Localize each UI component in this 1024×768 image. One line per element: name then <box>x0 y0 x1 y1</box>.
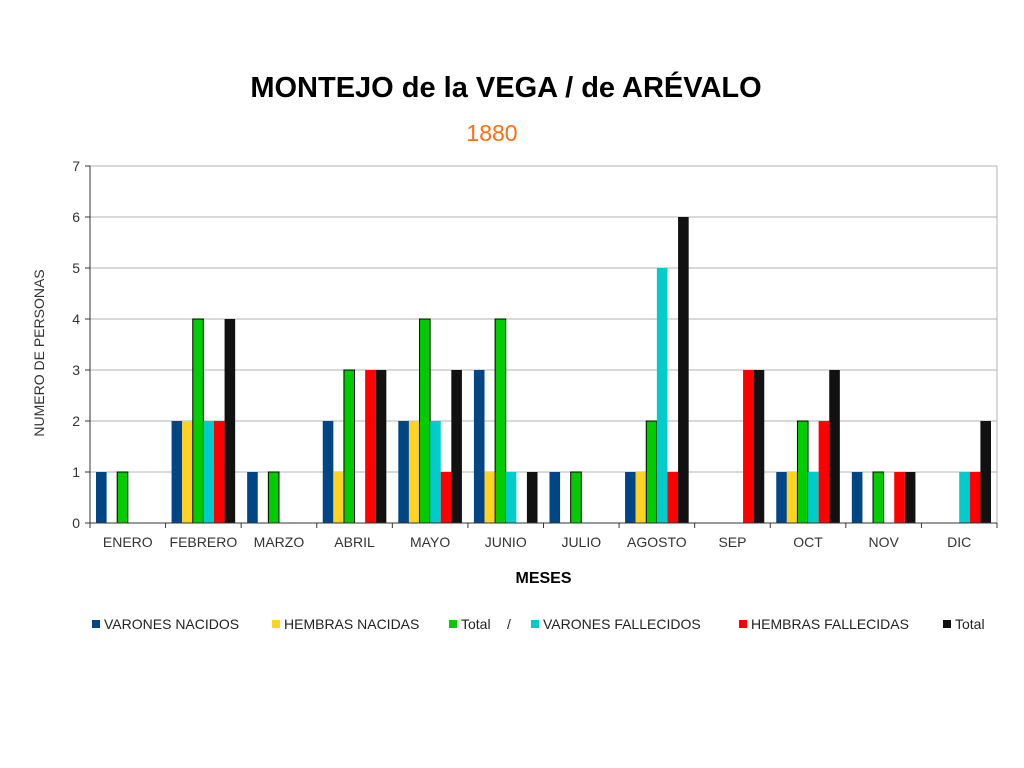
bar-2-2 <box>267 471 280 524</box>
legend-label: VARONES NACIDOS <box>104 616 240 632</box>
chart-title: MONTEJO de la VEGA / de ARÉVALO <box>250 72 762 104</box>
bar-1-9 <box>786 472 798 523</box>
bar-1-4 <box>408 421 420 523</box>
legend-label: Total <box>955 616 985 632</box>
y-tick-label: 0 <box>72 515 80 531</box>
bar-2-7 <box>645 420 658 524</box>
bar-1-3 <box>333 472 344 523</box>
x-tick-label: AGOSTO <box>627 534 687 550</box>
bar-2-1 <box>192 318 204 524</box>
x-tick-label: MARZO <box>254 534 305 550</box>
legend-swatch <box>92 620 100 628</box>
legend-label: Total <box>461 616 491 632</box>
x-tick-label: DIC <box>947 534 971 550</box>
y-tick-label: 5 <box>72 260 80 276</box>
bar-3-1 <box>203 421 214 523</box>
bar-5-9 <box>829 370 840 523</box>
x-tick-label: JULIO <box>561 534 601 550</box>
legend-label: HEMBRAS FALLECIDAS <box>751 616 909 632</box>
bar-1-7 <box>635 472 647 523</box>
bar-4-4 <box>440 472 452 523</box>
bar-5-8 <box>753 370 765 523</box>
x-tick-label: FEBRERO <box>170 534 238 550</box>
bar-3-5 <box>505 472 517 523</box>
bar-2-0 <box>116 471 129 524</box>
legend-swatch <box>272 620 280 628</box>
legend-label: VARONES FALLECIDOS <box>543 616 701 632</box>
y-tick-label: 4 <box>72 311 80 327</box>
x-tick-label: ENERO <box>103 534 153 550</box>
bar-4-3 <box>365 370 376 523</box>
legend-separator: / <box>507 616 511 632</box>
bar-0-10 <box>851 472 863 523</box>
legend-swatch <box>739 620 747 628</box>
bar-2-9 <box>796 420 809 524</box>
bar-0-1 <box>171 421 183 523</box>
bar-5-11 <box>980 421 992 523</box>
bar-5-10 <box>904 472 916 523</box>
bar-3-7 <box>656 268 668 523</box>
bar-1-1 <box>182 421 193 523</box>
y-tick-label: 2 <box>72 413 80 429</box>
y-tick-label: 3 <box>72 362 80 378</box>
bar-2-4 <box>419 318 431 524</box>
bar-4-1 <box>213 421 225 523</box>
x-tick-label: SEP <box>718 534 746 550</box>
x-tick-label: JUNIO <box>485 534 527 550</box>
legend-swatch <box>531 620 539 628</box>
bar-2-10 <box>872 471 885 524</box>
bar-4-8 <box>743 370 754 523</box>
bar-3-4 <box>430 421 441 523</box>
bar-3-9 <box>808 472 819 523</box>
chart-subtitle: 1880 <box>466 120 518 146</box>
bar-4-11 <box>969 472 981 523</box>
bar-4-10 <box>894 472 905 523</box>
bar-5-7 <box>678 217 689 523</box>
bar-2-3 <box>343 369 356 524</box>
bar-5-3 <box>375 370 387 523</box>
bar-4-9 <box>818 421 830 523</box>
bar-1-5 <box>484 472 496 523</box>
legend-swatch <box>449 620 457 628</box>
bar-0-4 <box>398 421 409 523</box>
bar-0-9 <box>776 472 787 523</box>
bar-5-5 <box>526 472 538 523</box>
bar-0-6 <box>549 472 561 523</box>
x-tick-label: ABRIL <box>334 534 375 550</box>
bar-0-2 <box>247 472 258 523</box>
bar-0-0 <box>95 472 107 523</box>
x-tick-label: NOV <box>868 534 899 550</box>
legend-label: HEMBRAS NACIDAS <box>284 616 420 632</box>
legend-swatch <box>943 620 951 628</box>
bar-5-1 <box>224 319 236 523</box>
bar-3-11 <box>959 472 970 523</box>
bar-4-7 <box>667 472 679 523</box>
bar-5-4 <box>451 370 462 523</box>
bar-0-7 <box>625 472 636 523</box>
bar-0-3 <box>322 421 334 523</box>
bar-2-5 <box>494 318 507 524</box>
y-tick-label: 7 <box>72 158 80 174</box>
y-tick-label: 1 <box>72 464 80 480</box>
x-tick-label: OCT <box>793 534 823 550</box>
bar-2-6 <box>570 471 582 524</box>
y-axis-label: NUMERO DE PERSONAS <box>31 269 47 436</box>
y-tick-label: 6 <box>72 209 80 225</box>
bar-0-5 <box>473 370 485 523</box>
x-tick-label: MAYO <box>410 534 450 550</box>
x-axis-label: MESES <box>515 570 571 587</box>
